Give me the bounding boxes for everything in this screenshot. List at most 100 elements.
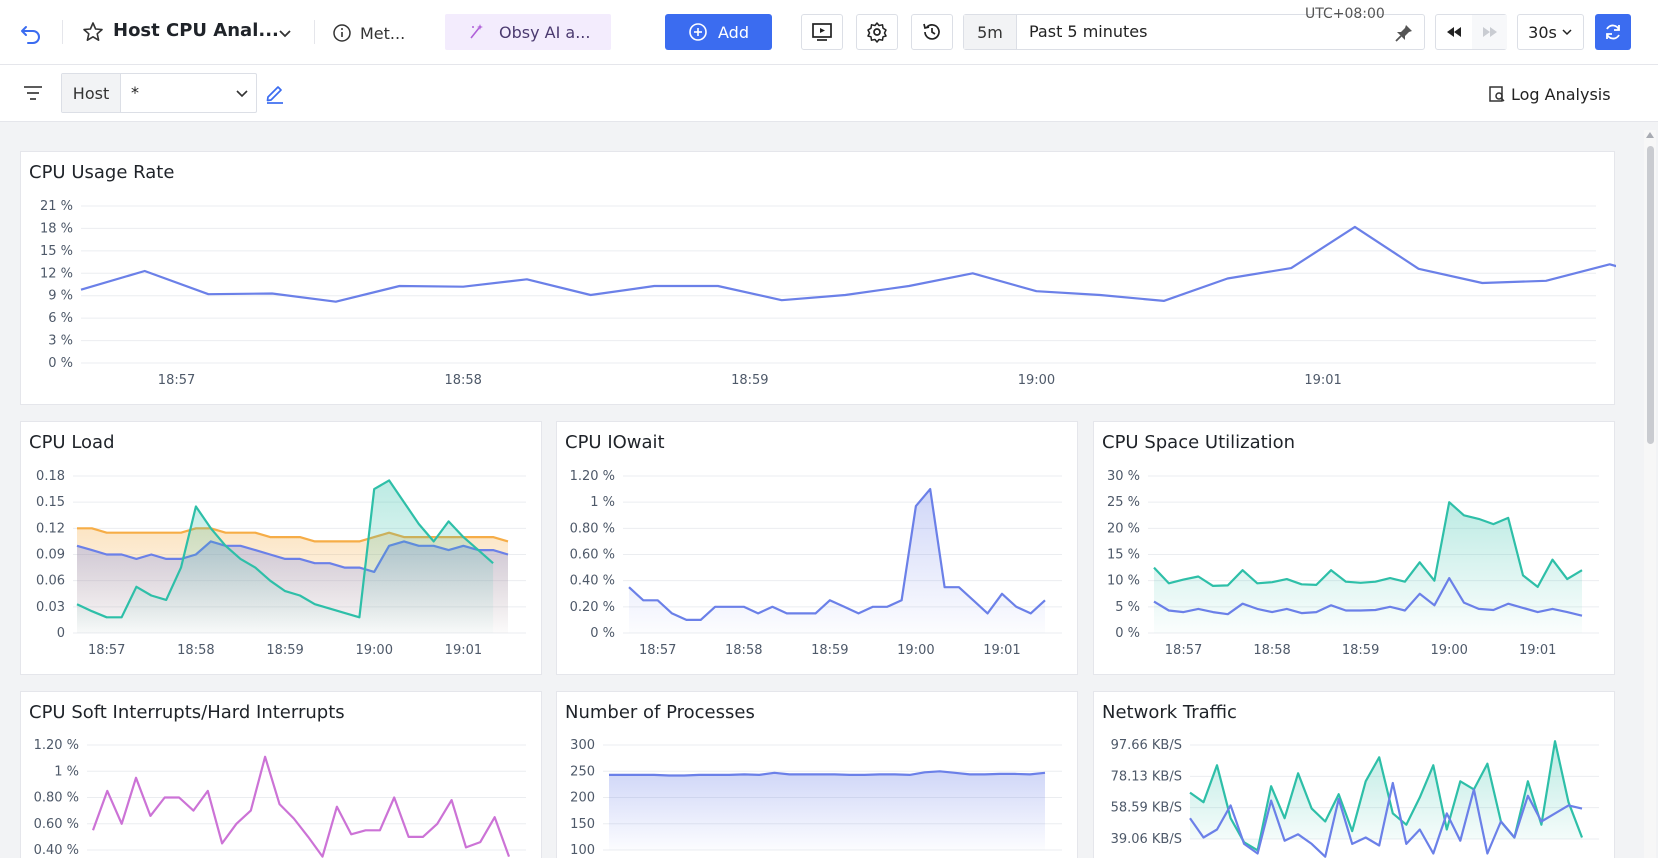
x-tick-label: 19:01 — [1304, 373, 1341, 388]
y-tick-label: 0.60 % — [570, 548, 615, 563]
refresh-button[interactable] — [1595, 14, 1631, 50]
y-tick-label: 0.20 % — [570, 600, 615, 615]
y-tick-label: 0.80 % — [34, 791, 79, 806]
time-range-picker[interactable]: 5m Past 5 minutes — [963, 14, 1425, 50]
obsy-ai-button[interactable]: Obsy AI a... — [445, 14, 611, 50]
chart-processes: 100 150 200 250 300 — [570, 738, 1062, 858]
y-tick-label: 300 — [570, 738, 595, 753]
scroll-up-arrow[interactable] — [1646, 132, 1654, 138]
y-tick-label: 0.60 % — [34, 817, 79, 832]
x-tick-label: 18:59 — [811, 643, 848, 658]
dashboard-title[interactable]: Host CPU Anal... — [113, 20, 279, 41]
series-line — [1153, 501, 1583, 588]
scrollbar-thumb[interactable] — [1647, 146, 1654, 444]
series-line — [76, 479, 494, 619]
y-tick-label: 97.66 KB/S — [1111, 738, 1182, 753]
filter-icon[interactable] — [21, 81, 45, 105]
y-tick-label: 100 — [570, 843, 595, 858]
x-tick-label: 18:58 — [725, 643, 762, 658]
y-tick-label: 0.40 % — [34, 843, 79, 858]
y-tick-label: 1 % — [54, 764, 79, 779]
chevron-down-icon — [1561, 26, 1573, 38]
y-tick-label: 0.15 — [36, 495, 65, 510]
log-analysis-button[interactable]: Log Analysis — [1488, 82, 1611, 106]
pin-icon[interactable] — [1394, 23, 1414, 43]
info-icon — [332, 23, 352, 43]
panel-title: CPU Soft Interrupts/Hard Interrupts — [29, 702, 345, 723]
y-tick-label: 15 % — [1107, 548, 1140, 563]
back-icon[interactable] — [18, 20, 44, 46]
panel-title: CPU Load — [29, 432, 115, 453]
x-tick-label: 18:59 — [731, 373, 768, 388]
page-scrollbar[interactable] — [1644, 130, 1656, 858]
add-button[interactable]: Add — [665, 14, 772, 50]
x-tick-label: 18:57 — [639, 643, 676, 658]
chevron-down-icon[interactable] — [276, 24, 294, 42]
x-tick-label: 18:57 — [1165, 643, 1202, 658]
x-tick-label: 18:58 — [177, 643, 214, 658]
log-analysis-label: Log Analysis — [1511, 84, 1611, 104]
x-tick-label: 19:01 — [1519, 643, 1556, 658]
series-area — [1190, 741, 1582, 851]
y-tick-label: 0.80 % — [570, 521, 615, 536]
timezone-label: UTC+08:00 — [1305, 6, 1385, 22]
panel-title: Network Traffic — [1102, 702, 1237, 723]
series-line — [80, 225, 1616, 303]
panel-processes: Number of Processes 100 150 200 250 300 — [556, 691, 1078, 858]
y-tick-label: 0.06 — [36, 574, 65, 589]
x-tick-label: 18:57 — [88, 643, 125, 658]
ai-sparkle-icon — [467, 23, 485, 41]
y-tick-label: 12 % — [40, 266, 73, 281]
panel-title: CPU Space Utilization — [1102, 432, 1296, 453]
y-tick-label: 30 % — [1107, 469, 1140, 484]
panel-title: Number of Processes — [565, 702, 755, 723]
time-quick-select[interactable]: 5m — [964, 15, 1017, 49]
settings-button[interactable] — [856, 14, 898, 50]
chevron-down-icon — [235, 86, 249, 100]
metric-button[interactable]: Met... — [332, 20, 405, 46]
y-tick-label: 0.18 — [36, 469, 65, 484]
series-line — [1153, 577, 1583, 617]
x-tick-label: 19:00 — [1430, 643, 1467, 658]
panel-cpu-interrupts: CPU Soft Interrupts/Hard Interrupts 0.40… — [20, 691, 542, 858]
gear-icon — [866, 21, 888, 43]
presentation-icon — [811, 21, 833, 43]
y-tick-label: 1 % — [590, 495, 615, 510]
host-variable-select[interactable]: Host * — [61, 73, 257, 113]
y-tick-label: 78.13 KB/S — [1111, 769, 1182, 784]
series-line — [1189, 781, 1583, 858]
chart-cpu-load: 0 0.03 0.06 0.09 0.12 0.15 0.18 18:57 18:58 18:59… — [36, 469, 526, 658]
x-tick-label: 18:59 — [266, 643, 303, 658]
obsy-ai-label: Obsy AI a... — [499, 22, 591, 42]
series-line — [91, 755, 511, 858]
series-area — [629, 489, 1045, 633]
divider — [62, 20, 63, 44]
time-quick-label: 5m — [977, 22, 1003, 42]
divider — [314, 20, 315, 44]
panel-cpu-iowait: CPU IOwait 0 % 0.20 % 0.40 % 0.60 % 0.80 % 1 … — [556, 421, 1078, 675]
x-tick-label: 19:01 — [445, 643, 482, 658]
y-tick-label: 0.40 % — [570, 574, 615, 589]
refresh-interval-select[interactable]: 30s — [1517, 14, 1584, 50]
time-shift-group — [1435, 14, 1507, 50]
series-area — [609, 771, 1045, 850]
y-tick-label: 6 % — [48, 311, 73, 326]
y-tick-label: 0 % — [48, 356, 73, 371]
y-tick-label: 1.20 % — [570, 469, 615, 484]
x-tick-label: 19:00 — [356, 643, 393, 658]
refresh-icon — [1603, 22, 1623, 42]
series-area — [1154, 502, 1582, 633]
star-icon[interactable] — [82, 21, 104, 43]
x-tick-label: 19:01 — [983, 643, 1020, 658]
chart-cpu-usage: 0 % 3 % 6 % 9 % 12 % 15 % 18 % 21 % 18:57 18:58 18… — [40, 199, 1616, 388]
y-tick-label: 3 % — [48, 334, 73, 349]
fast-forward-icon[interactable] — [1472, 15, 1507, 49]
x-tick-label: 19:00 — [1018, 373, 1055, 388]
y-tick-label: 58.59 KB/S — [1111, 801, 1182, 816]
top-toolbar: Host CPU Anal... Met... Obsy AI a... Add — [0, 0, 1658, 65]
history-button[interactable] — [911, 14, 953, 50]
rewind-icon[interactable] — [1436, 15, 1471, 49]
presentation-button[interactable] — [801, 14, 843, 50]
edit-icon[interactable] — [264, 82, 286, 104]
y-tick-label: 25 % — [1107, 495, 1140, 510]
